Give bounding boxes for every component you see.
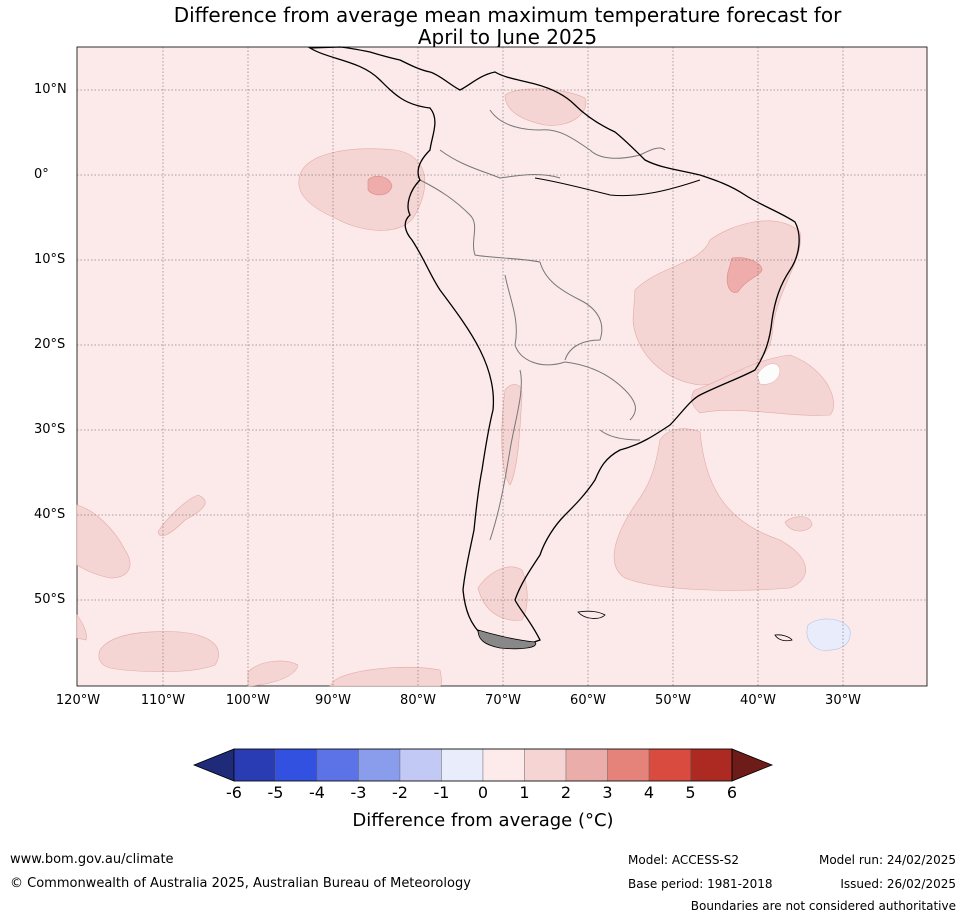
colorbar-tick-label: -3: [350, 783, 367, 802]
lon-label: 120°W: [55, 693, 101, 708]
colorbar-tick-label: 0: [477, 783, 489, 802]
lat-label: 0°: [34, 167, 49, 182]
map-title: Difference from average mean maximum tem…: [0, 4, 965, 48]
colorbar-swatch: [316, 748, 359, 782]
anomaly-west-edge: [76, 614, 87, 641]
model-run-text: Model run: 24/02/2025: [818, 853, 956, 867]
colorbar-title: Difference from average (°C): [352, 810, 614, 831]
lon-label: 30°W: [825, 693, 861, 708]
colorbar-tick-label: 6: [726, 783, 738, 802]
islands: [477, 610, 793, 650]
anomaly-brazil-hotspot: [726, 257, 763, 293]
colorbar-swatch: [233, 748, 276, 782]
lon-label: 40°W: [740, 693, 776, 708]
lat-label: 10°S: [34, 252, 66, 267]
amazon-river: [534, 177, 701, 197]
colorbar-tick-label: 2: [560, 783, 572, 802]
anomaly-south-atlantic: [613, 428, 806, 591]
anomaly-south-atlantic-small: [784, 516, 813, 532]
lat-label: 30°S: [34, 422, 66, 437]
disclaimer-text: Boundaries are not considered authoritat…: [690, 899, 956, 913]
colorbar-swatch: [565, 748, 608, 782]
anomaly-pacific-equatorial: [298, 148, 426, 231]
colorbar-swatch: [607, 748, 650, 782]
colorbar-tick-label: 3: [602, 783, 613, 802]
colorbar-tick-label: -6: [226, 783, 242, 802]
country-borders: [419, 109, 666, 541]
graticule: [77, 47, 927, 686]
colorbar-swatch: [399, 748, 442, 782]
colorbar-tick-label: 5: [685, 783, 696, 802]
copyright-text: © Commonwealth of Australia 2025, Austra…: [10, 876, 471, 891]
lon-label: 100°W: [225, 693, 271, 708]
anomaly-pacific-south-1: [247, 660, 299, 687]
colorbar-swatch: [358, 748, 401, 782]
colorbar-swatch: [524, 748, 567, 782]
colorbar-tick-label: -2: [392, 783, 408, 802]
anomaly-pacific-sw: [98, 631, 219, 673]
colorbar-swatch: [441, 748, 484, 782]
colorbar-tick-label: 1: [519, 783, 530, 802]
anomaly-pacific-south-2: [329, 666, 442, 687]
anomaly-pacific-west: [76, 504, 131, 579]
lat-label: 40°S: [34, 507, 66, 522]
anomaly-pacific-40s: [157, 494, 206, 536]
anomaly-hole: [756, 363, 781, 385]
anomaly-se-brazil-offshore: [691, 354, 834, 416]
lon-label: 110°W: [140, 693, 186, 708]
colorbar: [192, 748, 774, 782]
anomaly-2-3-areas: [367, 175, 763, 293]
colorbar-tick-label: -1: [433, 783, 450, 802]
lon-label: 90°W: [315, 693, 351, 708]
colorbar-swatch: [482, 748, 525, 782]
colorbar-outline: [233, 748, 733, 782]
coastline-south-america: [307, 46, 800, 646]
base-period-text: Base period: 1981-2018: [628, 877, 773, 891]
title-line-1: Difference from average mean maximum tem…: [173, 3, 842, 27]
lon-label: 60°W: [570, 693, 606, 708]
anomaly-brazil: [632, 220, 801, 386]
colorbar-extend-min: [192, 748, 235, 782]
colorbar-extend-max: [731, 748, 774, 782]
issued-text: Issued: 26/02/2025: [840, 877, 956, 891]
colorbar-tick-label: -4: [309, 783, 325, 802]
anomaly-patagonia: [477, 566, 528, 621]
model-text: Model: ACCESS-S2: [628, 853, 740, 867]
colorbar-swatch: [690, 748, 733, 782]
colorbar-tick-label: 4: [643, 783, 655, 802]
colorbar-swatch: [275, 748, 318, 782]
lat-label: 10°N: [34, 82, 67, 97]
colorbar-swatch: [648, 748, 691, 782]
lon-label: 70°W: [485, 693, 521, 708]
lat-label: 50°S: [34, 592, 66, 607]
anomaly-galapagos-hotspot: [367, 175, 393, 196]
lat-label: 20°S: [34, 337, 66, 352]
lon-label: 50°W: [655, 693, 691, 708]
anomaly-andes-strip: [501, 384, 523, 486]
website-link[interactable]: www.bom.gov.au/climate: [10, 852, 174, 867]
title-line-2: April to June 2025: [417, 25, 598, 49]
lon-label: 80°W: [400, 693, 436, 708]
colorbar-tick-label: -5: [267, 783, 284, 802]
